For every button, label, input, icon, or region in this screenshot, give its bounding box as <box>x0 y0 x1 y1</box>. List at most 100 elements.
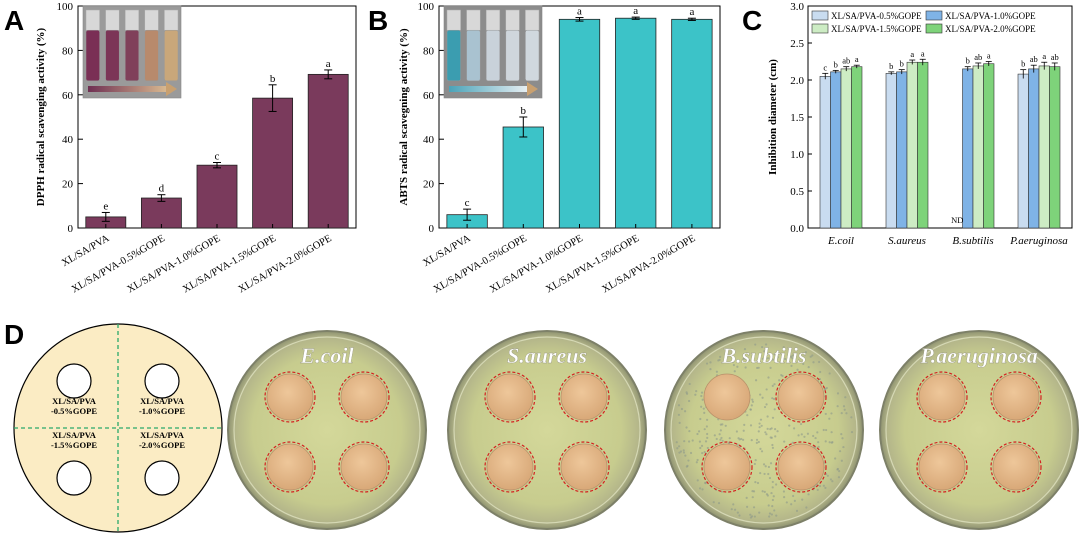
vial-photo-inset-a <box>83 6 181 98</box>
x-category-label: P.aeruginosa <box>1009 235 1068 247</box>
colony-speck <box>704 428 706 430</box>
colony-speck <box>765 433 767 435</box>
colony-speck <box>826 387 828 389</box>
colony-speck <box>753 506 755 508</box>
colony-speck <box>841 437 843 439</box>
colony-speck <box>705 440 707 442</box>
colony-speck <box>810 356 812 358</box>
colony-speck <box>752 496 754 498</box>
colony-speck <box>783 496 785 498</box>
significance-letter: c <box>823 62 827 72</box>
colony-speck <box>778 379 780 381</box>
bar <box>886 73 897 228</box>
colony-speck <box>773 383 775 385</box>
significance-letter: d <box>159 183 165 195</box>
significance-letter: c <box>215 151 220 163</box>
colony-speck <box>701 445 703 447</box>
agar-plate: P.aeruginosa <box>880 331 1078 529</box>
colony-speck <box>845 412 847 414</box>
colony-speck <box>773 398 775 400</box>
colony-speck <box>696 459 698 461</box>
colony-speck <box>700 395 702 397</box>
x-tick-label: XL/SA/PVA-2.0%GOPE <box>600 233 697 295</box>
significance-letter: a <box>855 54 859 64</box>
colony-speck <box>817 489 819 491</box>
colony-speck <box>829 372 831 374</box>
colony-speck <box>678 414 680 416</box>
colony-speck <box>803 436 805 438</box>
colony-speck <box>797 434 799 436</box>
colony-speck <box>758 422 760 424</box>
colony-speck <box>703 408 705 410</box>
colony-speck <box>689 383 691 385</box>
colony-speck <box>771 427 773 429</box>
colony-speck <box>771 513 773 515</box>
vial-cap <box>506 10 520 30</box>
colony-speck <box>680 450 682 452</box>
colony-speck <box>796 510 798 512</box>
legend-swatch <box>926 24 942 33</box>
colony-speck <box>746 497 748 499</box>
colony-speck <box>746 506 748 508</box>
colony-speck <box>841 412 843 414</box>
colony-speck <box>768 515 770 517</box>
sample-disc <box>993 374 1039 420</box>
bar <box>1029 69 1040 228</box>
colony-speck <box>767 494 769 496</box>
colony-speck <box>774 408 776 410</box>
colony-speck <box>767 428 769 430</box>
colony-speck <box>702 399 704 401</box>
legend-swatch <box>812 24 828 33</box>
vial <box>486 30 500 81</box>
colony-speck <box>706 419 708 421</box>
colony-speck <box>700 406 702 408</box>
quadrant-label: -1.0%GOPE <box>139 406 185 416</box>
colony-speck <box>818 446 820 448</box>
y-tick-label: 20 <box>423 179 435 191</box>
colony-speck <box>793 427 795 429</box>
vial-cap <box>145 10 159 30</box>
colony-speck <box>754 481 756 483</box>
legend-label: XL/SA/PVA-1.5%GOPE <box>831 24 922 34</box>
significance-letter: ab <box>1051 52 1059 62</box>
colony-speck <box>754 463 756 465</box>
quadrant-label: XL/SA/PVA <box>140 396 185 406</box>
sample-well <box>145 461 179 495</box>
colony-speck <box>830 412 832 414</box>
colony-speck <box>761 397 763 399</box>
significance-letter: a <box>689 6 694 18</box>
colony-speck <box>850 416 852 418</box>
colony-speck <box>851 431 853 433</box>
colony-speck <box>684 455 686 457</box>
colony-speck <box>679 422 681 424</box>
quadrant-label: -1.5%GOPE <box>51 440 97 450</box>
colony-speck <box>706 433 708 435</box>
y-tick-label: 100 <box>57 1 74 13</box>
colony-speck <box>701 392 703 394</box>
colony-speck <box>783 440 785 442</box>
colony-speck <box>685 426 687 428</box>
significance-letter: a <box>987 51 991 61</box>
colony-speck <box>816 431 818 433</box>
y-tick-label: 1.5 <box>790 112 804 124</box>
panel-letter-a: A <box>4 5 24 36</box>
sample-disc <box>704 444 750 490</box>
colony-speck <box>761 450 763 452</box>
panel-letter-b: B <box>368 5 388 36</box>
colony-speck <box>688 400 690 402</box>
sample-disc <box>778 444 824 490</box>
colony-speck <box>690 452 692 454</box>
colony-speck <box>707 447 709 449</box>
significance-letter: ab <box>1030 54 1038 64</box>
y-tick-label: 60 <box>62 90 74 102</box>
colony-speck <box>760 419 762 421</box>
vial <box>447 30 461 81</box>
agar-plate: E.coil <box>228 331 426 529</box>
colony-speck <box>844 396 846 398</box>
colony-speck <box>676 441 678 443</box>
colony-speck <box>756 439 758 441</box>
significance-letter: a <box>577 6 582 18</box>
panel-letter-d: D <box>4 319 24 350</box>
colony-speck <box>831 431 833 433</box>
colony-speck <box>742 439 744 441</box>
